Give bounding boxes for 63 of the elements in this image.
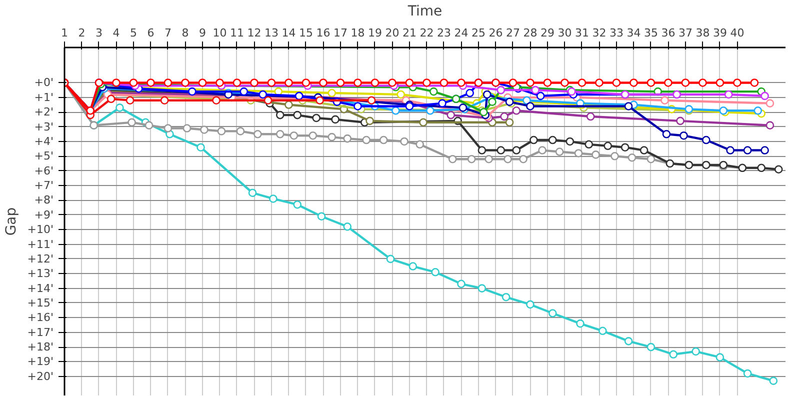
y-axis-title: Gap [3,207,20,236]
x-tick-label: 33 [609,26,624,40]
y-tick-label: +6' [34,164,54,178]
x-tick-label: 31 [574,26,589,40]
x-tick-label: 17 [333,26,348,40]
x-tick-label: 40 [730,26,744,40]
x-tick-label: 14 [282,26,296,40]
x-axis-title: Time [406,4,442,20]
y-tick-label: +19' [27,355,54,368]
x-tick-label: 5 [130,26,137,40]
x-tick-label: 37 [678,26,692,40]
x-tick-label: 36 [661,26,676,40]
x-tick-label: 25 [471,26,486,40]
x-tick-label: 39 [712,26,727,40]
y-tick-label: +14' [27,282,54,295]
x-tick-label: 8 [182,26,189,40]
y-tick-label: +7' [34,179,54,192]
y-tick-label: +8' [34,194,54,207]
x-tick-label: 18 [350,26,365,40]
x-tick-label: 22 [420,26,434,40]
x-tick-label: 6 [147,26,154,40]
x-tick-label: 30 [558,26,572,40]
y-tick-label: +2' [34,106,54,119]
x-tick-label: 21 [402,26,416,40]
y-tick-label: +4' [34,134,54,148]
x-tick-label: 4 [112,26,120,40]
x-tick-label: 9 [198,26,206,40]
x-tick-label: 38 [696,26,710,40]
y-tick-label: +18' [27,340,54,354]
x-tick-label: 29 [540,26,554,40]
y-tick-label: +15' [27,296,54,310]
y-tick-label: +17' [27,326,54,339]
x-tick-label: 10 [212,26,227,40]
x-tick-label: 27 [506,26,520,40]
y-tick-label: +11' [27,238,54,251]
y-tick-label: +1' [34,90,54,104]
x-tick-label: 26 [488,26,503,40]
x-tick-label: 20 [385,26,400,40]
x-tick-label: 2 [78,26,86,40]
y-tick-label: +12' [27,252,54,266]
x-tick-label: 23 [436,26,451,40]
y-tick-label: +16' [27,311,54,324]
x-tick-label: 7 [164,26,172,40]
y-tick-label: +0' [34,76,54,90]
y-tick-label: +9' [34,208,54,222]
x-tick-label: 19 [368,26,382,40]
x-tick-label: 13 [264,26,278,40]
x-tick-label: 3 [96,26,102,40]
y-tick-label: +10' [27,223,54,236]
x-tick-label: 11 [230,26,244,40]
x-tick-label: 34 [626,26,641,40]
x-tick-label: 32 [592,26,606,40]
y-tick-label: +20' [27,370,54,383]
x-tick-label: 28 [523,26,538,40]
x-tick-label: 1 [61,26,68,40]
x-tick-label: 24 [454,26,468,40]
x-tick-label: 12 [247,26,262,40]
y-tick-label: +3' [34,120,54,134]
x-tick-label: 16 [316,26,330,40]
y-tick-label: +5' [34,150,54,163]
x-tick-label: 15 [298,26,313,40]
y-tick-label: +13' [27,267,54,280]
x-tick-label: 35 [644,26,658,40]
